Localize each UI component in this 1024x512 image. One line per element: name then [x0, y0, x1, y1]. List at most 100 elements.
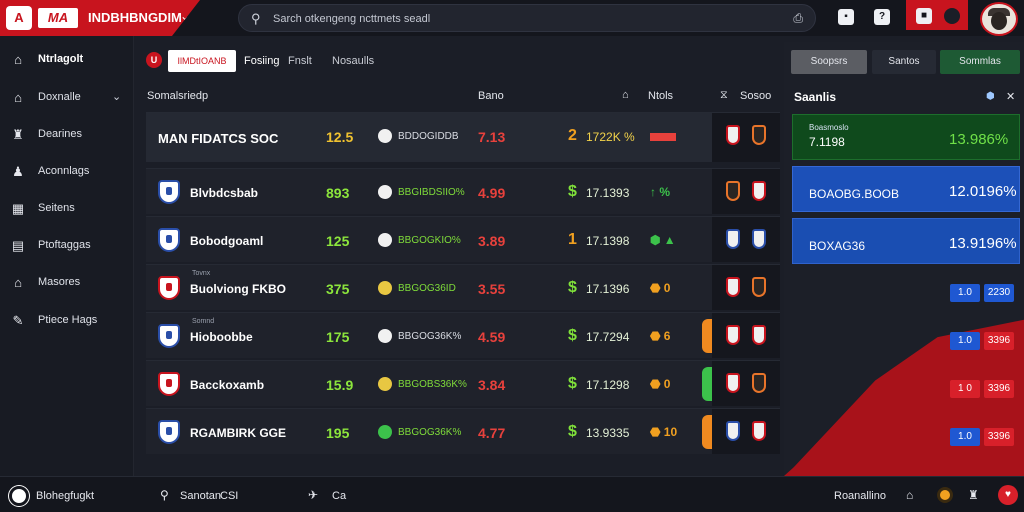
plane-icon[interactable]: ✈: [308, 488, 319, 502]
ball-icon: [378, 281, 392, 295]
side-column: [712, 265, 780, 310]
stat-percent: 13.986%: [949, 131, 1009, 148]
sidebar-item-leagues[interactable]: ♜ Dearines: [0, 119, 134, 151]
sidebar-item-home[interactable]: ⌂ Ntrlagolt: [0, 44, 134, 76]
market-label: BDDOGIDDB: [398, 131, 459, 142]
odds-value[interactable]: 7.13: [478, 129, 506, 145]
summary-dropdown[interactable]: Sommlas: [940, 50, 1020, 74]
team-name: RGAMBIRK GGE: [190, 426, 286, 440]
avatar[interactable]: [980, 2, 1018, 36]
help-icon[interactable]: ?: [874, 9, 890, 25]
trend-indicator: ⬣ 0: [650, 377, 671, 391]
tab-fosiing[interactable]: Fosiing: [244, 55, 280, 67]
chat-icon[interactable]: ▪: [838, 9, 854, 25]
home-icon: ⌂: [14, 52, 22, 67]
table-header: Somalsriedp Bano ⌂ Ntols ⧖ Sosoo: [134, 82, 780, 110]
odds-chip[interactable]: 1 0: [950, 380, 980, 398]
amount-value: 17.7294: [586, 330, 630, 344]
odds-chip[interactable]: 3396: [984, 380, 1014, 398]
tab-nosaulls[interactable]: Nosaulls: [332, 55, 375, 67]
team-crest-icon: [158, 420, 180, 444]
score-value: 375: [326, 281, 350, 297]
search-bar[interactable]: ⚲ ⎙: [238, 4, 816, 32]
footer-search-label[interactable]: Sanotan: [180, 490, 221, 502]
brand-logo[interactable]: A: [6, 6, 32, 30]
column-header-odds[interactable]: Ntols: [648, 90, 674, 102]
odds-chip[interactable]: 1.0: [950, 284, 980, 302]
app-logo-icon[interactable]: [9, 486, 29, 506]
notification-badge[interactable]: ♥: [998, 485, 1018, 505]
column-header-team[interactable]: Somalsriedp: [147, 90, 209, 102]
filter-pill-active[interactable]: IlMDtIOANB: [168, 50, 236, 72]
sidebar-item-sports[interactable]: ⌂ Doxnalle ⌄: [0, 82, 134, 114]
odds-value[interactable]: 3.89: [478, 233, 506, 249]
odds-chip[interactable]: 2230: [984, 284, 1014, 302]
chevron-down-icon[interactable]: ⌄: [112, 91, 122, 103]
footer-app-label[interactable]: Blohegfugkt: [36, 490, 95, 502]
column-header-side[interactable]: Sosoo: [740, 90, 772, 102]
live-badge[interactable]: U: [146, 52, 162, 68]
stat-card[interactable]: BOXAG36 13.9196%: [792, 218, 1020, 264]
side-column: [712, 169, 780, 214]
search-icon[interactable]: ⚲: [160, 488, 169, 502]
odds-value[interactable]: 4.77: [478, 425, 506, 441]
trophy-icon[interactable]: ♜: [968, 488, 979, 502]
market-label: BBGIBDSIIO%: [398, 187, 465, 198]
expand-tab[interactable]: [702, 415, 712, 449]
sidebar-item-price-tags[interactable]: ✎ Ptiece Hags: [0, 305, 134, 337]
team-name: Blvbdcsbab: [190, 186, 259, 200]
sidebar-item-seasons[interactable]: ▦ Seitens: [0, 193, 134, 225]
coin-icon[interactable]: [937, 487, 953, 503]
refresh-icon[interactable]: ⬢: [986, 91, 995, 102]
brand-name[interactable]: INDBHBNGDIM: [88, 10, 182, 25]
santos-button[interactable]: Santos: [872, 50, 936, 74]
sidebar-item-masters[interactable]: ⌂ Masores: [0, 267, 134, 299]
live-tag: [650, 133, 676, 141]
footer-right-label[interactable]: Roanallino: [834, 490, 886, 502]
odds-value[interactable]: 4.59: [478, 329, 506, 345]
odds-value[interactable]: 3.84: [478, 377, 506, 393]
bottom-bar: Blohegfugkt ⚲ Sanotan CSI ✈ Ca Roanallin…: [0, 476, 1024, 512]
table-row[interactable]: Bobodgoaml 125 BBGOGKIO% 3.89 1 17.1398 …: [146, 216, 780, 262]
odds-value[interactable]: 3.55: [478, 281, 506, 297]
footer-flag-label[interactable]: Ca: [332, 490, 347, 502]
odds-chip[interactable]: 1.0: [950, 332, 980, 350]
expand-tab[interactable]: [702, 319, 712, 353]
trend-indicator: ⬢ ▲: [650, 233, 676, 247]
column-header-score[interactable]: Bano: [478, 90, 504, 102]
chevron-down-icon[interactable]: ⌄: [180, 9, 191, 23]
score-value: 15.9: [326, 377, 354, 393]
panel-title: Saanlis: [794, 90, 837, 104]
search-input[interactable]: [273, 10, 773, 28]
odds-chip[interactable]: 3396: [984, 332, 1014, 350]
score-value: 893: [326, 185, 350, 201]
table-row[interactable]: Somnd Hioboobbe 175 BBGOG36K% 4.59 $ 17.…: [146, 312, 780, 358]
sidebar-item-portfolios[interactable]: ▤ Ptoftaggas: [0, 230, 134, 262]
close-icon[interactable]: ✕: [1006, 91, 1016, 103]
table-row[interactable]: Blvbdcsbab 893 BBGIBDSIIO% 4.99 $ 17.139…: [146, 168, 780, 214]
sidebar-item-accounts[interactable]: ♟ Aconnlags: [0, 156, 134, 188]
stat-card[interactable]: BOAOBG.BOOB 12.0196%: [792, 166, 1020, 212]
home-icon[interactable]: ⌂: [906, 488, 914, 502]
odds-value[interactable]: 4.99: [478, 185, 506, 201]
expand-tab[interactable]: [702, 367, 712, 401]
stat-percent: 12.0196%: [949, 183, 1017, 200]
voice-icon[interactable]: ⎙: [793, 11, 803, 25]
stat-card[interactable]: Boasmoslo 7.1198 13.986%: [792, 114, 1020, 160]
notification-area[interactable]: ■: [906, 0, 968, 30]
team-crest-icon: [726, 421, 740, 441]
footer-search-badge: CSI: [220, 490, 239, 502]
sports-button[interactable]: Soopsrs: [791, 50, 867, 74]
sidebar-item-label: Ntrlagolt: [38, 53, 84, 65]
odds-chip[interactable]: 3396: [984, 428, 1014, 446]
table-row[interactable]: Bacckoxamb 15.9 BBGOBS36K% 3.84 $ 17.129…: [146, 360, 780, 406]
team-crest-icon: [726, 277, 740, 297]
team-name: Bobodgoaml: [190, 234, 264, 248]
filter-icon[interactable]: ⧖: [720, 89, 728, 101]
table-row[interactable]: Tovnx Buolviong FKBO 375 BBGOG36ID 3.55 …: [146, 264, 780, 310]
table-row[interactable]: RGAMBIRK GGE 195 BBGOG36K% 4.77 $ 13.933…: [146, 408, 780, 454]
table-row-featured[interactable]: MAN FIDATCS SOC 12.5 BDDOGIDDB 7.13 2 17…: [146, 112, 780, 162]
notification-icon[interactable]: ■: [916, 8, 932, 24]
tab-fnslt[interactable]: Fnslt: [288, 55, 312, 67]
odds-chip[interactable]: 1.0: [950, 428, 980, 446]
